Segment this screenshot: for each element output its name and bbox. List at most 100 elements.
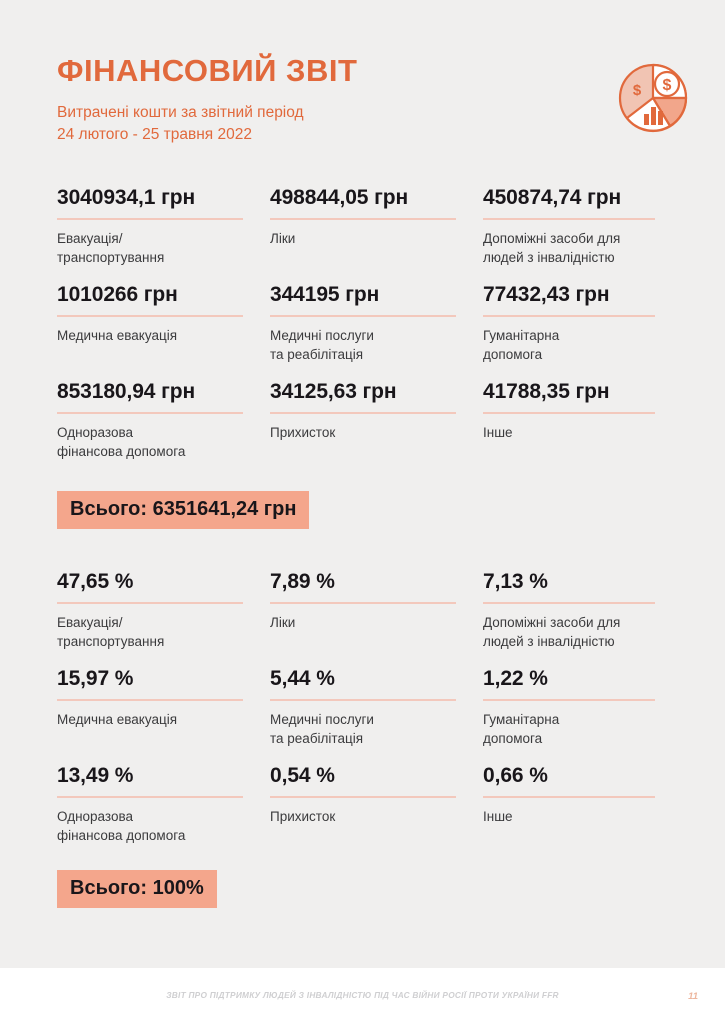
- stat-label: Прихисток: [270, 424, 456, 443]
- stat-cell: 34125,63 грн Прихисток: [270, 380, 483, 477]
- stat-cell: 7,13 % Допоміжні засоби для людей з інва…: [483, 570, 682, 667]
- stat-label: Прихисток: [270, 808, 456, 827]
- stat-underline: [57, 412, 243, 415]
- stat-cell: 41788,35 грн Інше: [483, 380, 682, 477]
- stat-cell: 344195 грн Медичні послуги та реабілітац…: [270, 283, 483, 380]
- percents-grid: 47,65 % Евакуація/ транспортування 7,89 …: [57, 570, 682, 861]
- stat-underline: [483, 315, 655, 318]
- stat-cell: 13,49 % Одноразова фінансова допомога: [57, 764, 270, 861]
- stat-label: Медичні послуги та реабілітація: [270, 327, 456, 364]
- stat-value: 1,22 %: [483, 667, 548, 690]
- stat-label-line-1: Ліки: [270, 615, 296, 631]
- stat-underline: [270, 218, 456, 221]
- stat-value: 498844,05 грн: [270, 186, 409, 209]
- stat-label-line-2: та реабілітація: [270, 346, 364, 362]
- stat-underline: [57, 218, 243, 221]
- stat-label: Ліки: [270, 614, 456, 633]
- stat-cell: 5,44 % Медичні послуги та реабілітація: [270, 667, 483, 764]
- footer-band: [0, 968, 725, 1024]
- pie-chart-dollar-icon: $ $: [613, 58, 693, 138]
- stat-label: Гуманітарна допомога: [483, 327, 655, 364]
- stat-cell: 1010266 грн Медична евакуація: [57, 283, 270, 380]
- stat-label: Інше: [483, 424, 655, 443]
- stat-underline: [270, 602, 456, 605]
- page-title: ФІНАНСОВИЙ ЗВІТ: [57, 53, 358, 88]
- stat-label-line-1: Інше: [483, 425, 513, 441]
- stat-label: Медичні послуги та реабілітація: [270, 711, 456, 748]
- subtitle-line-2: 24 лютого - 25 травня 2022: [57, 125, 252, 143]
- stat-value: 450874,74 грн: [483, 186, 622, 209]
- stat-label-line-2: фінансова допомога: [57, 443, 186, 459]
- stat-value: 7,89 %: [270, 570, 335, 593]
- stat-label-line-1: Інше: [483, 809, 513, 825]
- stat-value: 5,44 %: [270, 667, 335, 690]
- stat-label-line-2: фінансова допомога: [57, 827, 186, 843]
- stat-underline: [483, 412, 655, 415]
- stat-underline: [57, 699, 243, 702]
- stat-value: 47,65 %: [57, 570, 134, 593]
- stat-underline: [270, 796, 456, 799]
- svg-text:$: $: [663, 77, 672, 94]
- stat-label-line-1: Прихисток: [270, 425, 336, 441]
- stat-label: Одноразова фінансова допомога: [57, 808, 243, 845]
- stat-label: Гуманітарна допомога: [483, 711, 655, 748]
- stat-label-line-1: Медична евакуація: [57, 712, 178, 728]
- stat-underline: [57, 315, 243, 318]
- stat-value: 15,97 %: [57, 667, 134, 690]
- subtitle-line-1: Витрачені кошти за звітний період: [57, 103, 304, 121]
- stat-label-line-1: Допоміжні засоби для: [483, 615, 621, 631]
- stat-label-line-1: Евакуація/: [57, 231, 123, 247]
- stat-label-line-1: Медична евакуація: [57, 328, 178, 344]
- stat-label-line-1: Одноразова: [57, 425, 133, 441]
- stat-value: 7,13 %: [483, 570, 548, 593]
- stat-cell: 853180,94 грн Одноразова фінансова допом…: [57, 380, 270, 477]
- stat-value: 344195 грн: [270, 283, 380, 306]
- stat-value: 34125,63 грн: [270, 380, 397, 403]
- stat-label-line-1: Гуманітарна: [483, 712, 560, 728]
- percent-total-badge: Всього: 100%: [57, 870, 217, 908]
- stat-cell: 15,97 % Медична евакуація: [57, 667, 270, 764]
- stat-underline: [57, 796, 243, 799]
- stat-cell: 0,54 % Прихисток: [270, 764, 483, 861]
- stat-value: 3040934,1 грн: [57, 186, 196, 209]
- stat-underline: [483, 218, 655, 221]
- stat-cell: 1,22 % Гуманітарна допомога: [483, 667, 682, 764]
- report-header: ФІНАНСОВИЙ ЗВІТ Витрачені кошти за звітн…: [57, 53, 685, 146]
- stat-label-line-1: Допоміжні засоби для: [483, 231, 621, 247]
- stat-label-line-2: допомога: [483, 346, 543, 362]
- stat-underline: [57, 602, 243, 605]
- stat-label-line-2: людей з інвалідністю: [483, 633, 615, 649]
- stat-label: Одноразова фінансова допомога: [57, 424, 243, 461]
- stat-underline: [483, 796, 655, 799]
- stat-label-line-2: та реабілітація: [270, 730, 364, 746]
- stat-underline: [270, 699, 456, 702]
- amounts-grid: 3040934,1 грн Евакуація/ транспортування…: [57, 186, 682, 477]
- stat-underline: [270, 412, 456, 415]
- stat-cell: 7,89 % Ліки: [270, 570, 483, 667]
- stat-label: Ліки: [270, 230, 456, 249]
- stat-label-line-1: Прихисток: [270, 809, 336, 825]
- stat-label-line-2: транспортування: [57, 633, 165, 649]
- stat-value: 41788,35 грн: [483, 380, 610, 403]
- stat-label-line-1: Медичні послуги: [270, 328, 374, 344]
- stat-value: 77432,43 грн: [483, 283, 610, 306]
- svg-text:$: $: [633, 82, 642, 99]
- stat-value: 0,66 %: [483, 764, 548, 787]
- stat-label: Допоміжні засоби для людей з інвалідніст…: [483, 230, 655, 267]
- stat-label-line-2: транспортування: [57, 249, 165, 265]
- footer-text: ЗВІТ ПРО ПІДТРИМКУ ЛЮДЕЙ З ІНВАЛІДНІСТЮ …: [166, 990, 559, 1000]
- stat-value: 853180,94 грн: [57, 380, 196, 403]
- stat-value: 13,49 %: [57, 764, 134, 787]
- stat-underline: [483, 602, 655, 605]
- stat-value: 1010266 грн: [57, 283, 178, 306]
- stat-underline: [270, 315, 456, 318]
- stat-label-line-1: Гуманітарна: [483, 328, 560, 344]
- stat-label-line-1: Евакуація/: [57, 615, 123, 631]
- stat-cell: 450874,74 грн Допоміжні засоби для людей…: [483, 186, 682, 283]
- amount-total-badge: Всього: 6351641,24 грн: [57, 491, 310, 529]
- report-subtitle: Витрачені кошти за звітний період 24 лют…: [57, 102, 685, 146]
- stat-label: Медична евакуація: [57, 711, 243, 730]
- stat-cell: 0,66 % Інше: [483, 764, 682, 861]
- stat-label: Інше: [483, 808, 655, 827]
